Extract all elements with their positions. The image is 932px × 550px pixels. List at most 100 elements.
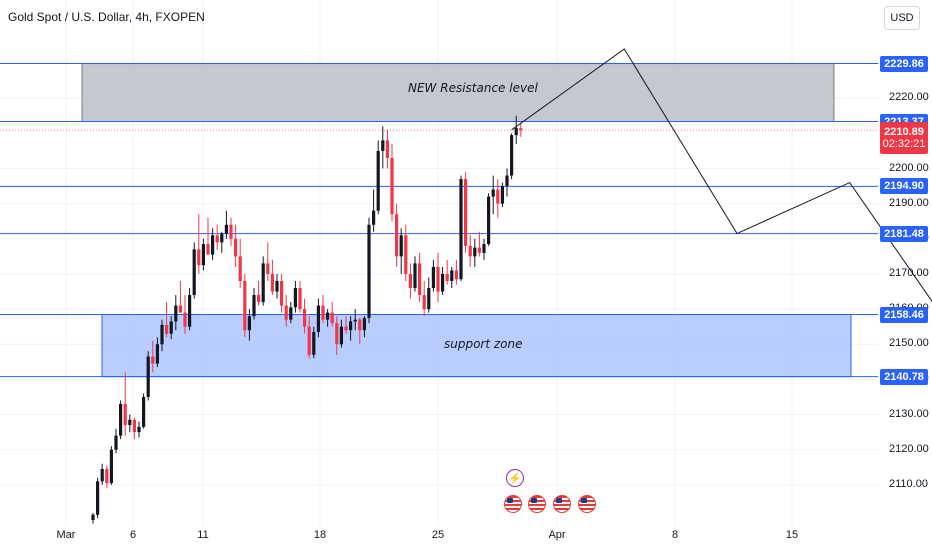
x-tick-label: 11 bbox=[197, 529, 209, 541]
candle-body bbox=[197, 249, 201, 266]
candle-body bbox=[399, 235, 403, 257]
support-zone[interactable] bbox=[101, 314, 852, 378]
projection-line[interactable] bbox=[511, 48, 932, 378]
candles bbox=[91, 115, 523, 524]
candle-body bbox=[142, 396, 146, 427]
candle-body bbox=[303, 309, 307, 327]
candle-body bbox=[188, 295, 192, 327]
candle-body bbox=[247, 316, 251, 331]
candle-body bbox=[169, 321, 173, 334]
candle-body bbox=[321, 305, 325, 320]
candle-body bbox=[450, 270, 454, 281]
bar-countdown: 02:32:21 bbox=[882, 138, 926, 151]
support-zone-label: support zone bbox=[444, 337, 523, 351]
candle-body bbox=[459, 179, 463, 280]
candle-body bbox=[408, 273, 412, 289]
us-flag-icon[interactable] bbox=[553, 495, 571, 513]
candle-body bbox=[316, 305, 320, 332]
candle-body bbox=[280, 280, 284, 306]
candle-body bbox=[298, 288, 302, 310]
candle-body bbox=[243, 280, 247, 331]
us-flag-icon[interactable] bbox=[578, 495, 596, 513]
candle-body bbox=[257, 295, 261, 303]
candle-body bbox=[160, 324, 164, 345]
candle-body bbox=[431, 266, 435, 289]
flash-icon[interactable]: ⚡ bbox=[506, 469, 524, 487]
level-price-tag: 2140.78 bbox=[880, 368, 928, 385]
candle-body bbox=[339, 326, 343, 345]
x-tick-label: 25 bbox=[431, 529, 445, 541]
candle-body bbox=[468, 245, 472, 257]
candle-body bbox=[270, 273, 274, 292]
candle-body bbox=[307, 326, 311, 355]
level-price-tag: 2158.46 bbox=[880, 306, 928, 323]
current-price-tag: 2210.89 02:32:21 bbox=[880, 122, 928, 155]
candle-body bbox=[128, 419, 132, 426]
x-tick-label: 15 bbox=[785, 529, 799, 541]
candle-body bbox=[487, 196, 491, 245]
y-tick-label: 2200.00 bbox=[889, 161, 929, 174]
candle-body bbox=[514, 128, 518, 136]
candle-body bbox=[372, 210, 376, 225]
candle-body bbox=[183, 312, 187, 327]
candle-body bbox=[289, 307, 293, 320]
candle-body bbox=[275, 280, 279, 292]
candle-body bbox=[284, 305, 288, 320]
symbol-title[interactable]: Gold Spot / U.S. Dollar, 4h, FXOPEN bbox=[8, 10, 205, 24]
candle-body bbox=[137, 426, 141, 433]
candle-body bbox=[252, 295, 256, 317]
resistance-zone-label: NEW Resistance level bbox=[408, 81, 538, 95]
candle-body bbox=[390, 157, 394, 215]
candle-body bbox=[395, 214, 399, 257]
candle-body bbox=[155, 344, 159, 364]
y-tick-label: 2110.00 bbox=[889, 477, 928, 490]
candle-body bbox=[505, 175, 509, 187]
candle-body bbox=[422, 295, 426, 310]
y-tick-label: 2220.00 bbox=[889, 91, 929, 104]
candle-body bbox=[211, 235, 215, 255]
y-tick-label: 2130.00 bbox=[889, 407, 929, 420]
us-flag-icon[interactable] bbox=[504, 495, 522, 513]
candle-body bbox=[266, 263, 270, 274]
candle-body bbox=[473, 247, 477, 257]
horizontal-levels[interactable] bbox=[0, 63, 878, 378]
candle-body bbox=[100, 469, 104, 482]
candle-body bbox=[326, 312, 330, 320]
candle-body bbox=[464, 179, 468, 246]
candle-body bbox=[477, 247, 481, 253]
candle-body bbox=[330, 312, 334, 324]
level-price-tag: 2181.48 bbox=[880, 225, 928, 242]
currency-button[interactable]: USD bbox=[884, 6, 920, 30]
candle-body bbox=[123, 404, 127, 426]
candle-body bbox=[404, 235, 408, 274]
us-flag-icon[interactable] bbox=[528, 495, 546, 513]
candle-body bbox=[238, 256, 242, 281]
candle-body bbox=[519, 128, 523, 131]
projection-path[interactable] bbox=[511, 48, 932, 378]
candle-body bbox=[436, 266, 440, 292]
candle-body bbox=[215, 235, 219, 243]
candle-body bbox=[454, 270, 458, 280]
candle-body bbox=[367, 224, 371, 318]
candle-body bbox=[349, 321, 353, 331]
candle-body bbox=[500, 186, 504, 204]
candle-body bbox=[109, 449, 113, 484]
candle-body bbox=[427, 288, 431, 310]
candle-body bbox=[206, 244, 210, 255]
x-tick-label: 18 bbox=[313, 529, 327, 541]
current-price-value: 2210.89 bbox=[884, 126, 924, 139]
candle-body bbox=[91, 514, 95, 520]
candle-body bbox=[261, 263, 265, 303]
candle-body bbox=[491, 189, 495, 197]
y-tick-label: 2190.00 bbox=[889, 196, 929, 209]
candle-body bbox=[445, 273, 449, 281]
candle-body bbox=[119, 404, 123, 436]
candle-body bbox=[132, 419, 136, 433]
candle-body bbox=[165, 324, 169, 334]
candle-body bbox=[344, 326, 348, 331]
candle-body bbox=[510, 135, 514, 176]
candle-body bbox=[418, 263, 422, 296]
candle-body bbox=[220, 233, 224, 243]
candle-body bbox=[353, 319, 357, 322]
